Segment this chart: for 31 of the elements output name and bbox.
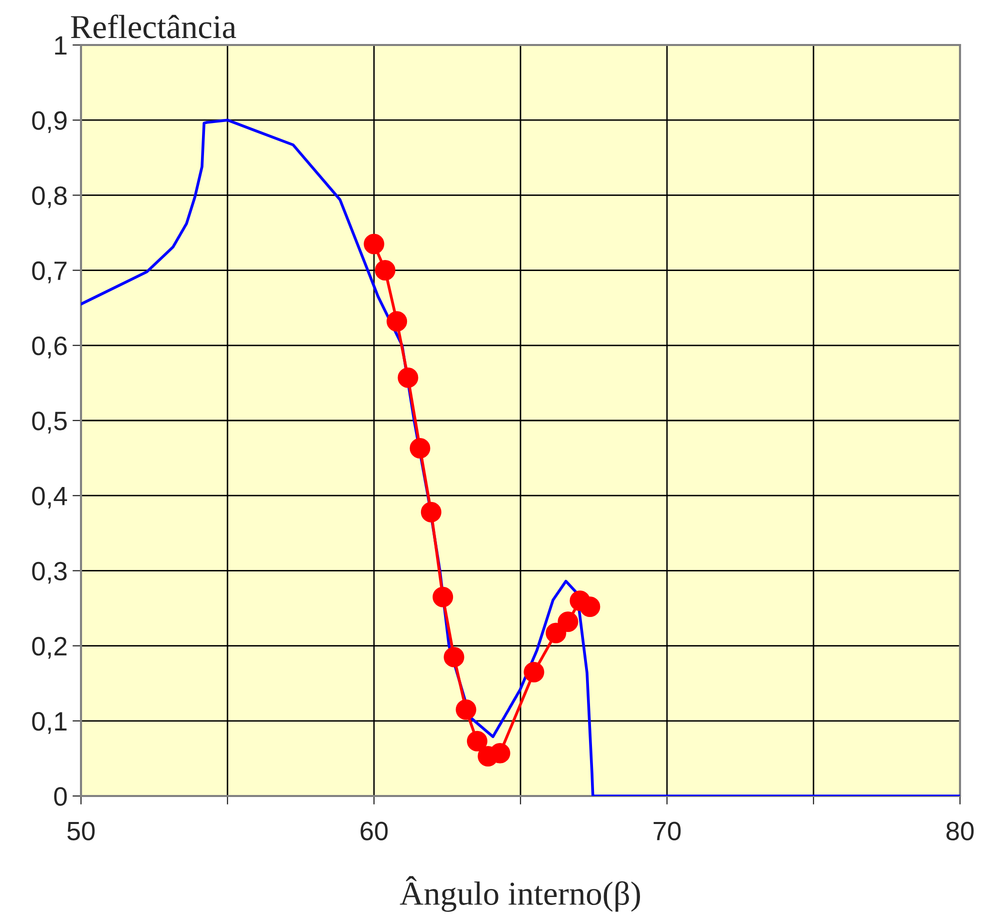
- point: [374, 260, 396, 281]
- y-axis-title: Reflectância: [70, 14, 236, 38]
- point: [580, 596, 600, 617]
- y-tick-label: 0: [54, 787, 67, 806]
- y-tick-label: 0,9: [32, 111, 67, 134]
- point: [456, 699, 476, 720]
- point: [466, 730, 488, 752]
- point: [558, 612, 578, 632]
- point: [410, 438, 430, 459]
- x-tick-label: 70: [654, 822, 681, 840]
- point: [444, 646, 464, 668]
- point: [364, 234, 384, 254]
- y-tick-label: 1: [55, 36, 67, 55]
- y-tick-label: 0,1: [32, 712, 67, 734]
- y-tick-label: 0,2: [32, 636, 66, 659]
- x-tick-label: 50: [67, 822, 95, 840]
- y-tick-label: 0,5: [32, 412, 67, 434]
- x-tick-label: 80: [946, 822, 974, 840]
- y-tick-label: 0,4: [32, 486, 68, 509]
- point: [524, 662, 544, 682]
- y-tick-label: 0,7: [32, 261, 66, 284]
- y-tick-label: 0,6: [32, 336, 67, 358]
- y-tick-label: 0,3: [32, 562, 67, 584]
- x-axis-title: Ângulo interno(β): [400, 876, 640, 912]
- point: [420, 502, 442, 522]
- point: [386, 311, 408, 332]
- y-tick-label: 0,8: [32, 186, 67, 208]
- x-tick-label: 60: [360, 822, 388, 840]
- point: [546, 622, 566, 644]
- point: [398, 367, 418, 388]
- point: [432, 586, 454, 608]
